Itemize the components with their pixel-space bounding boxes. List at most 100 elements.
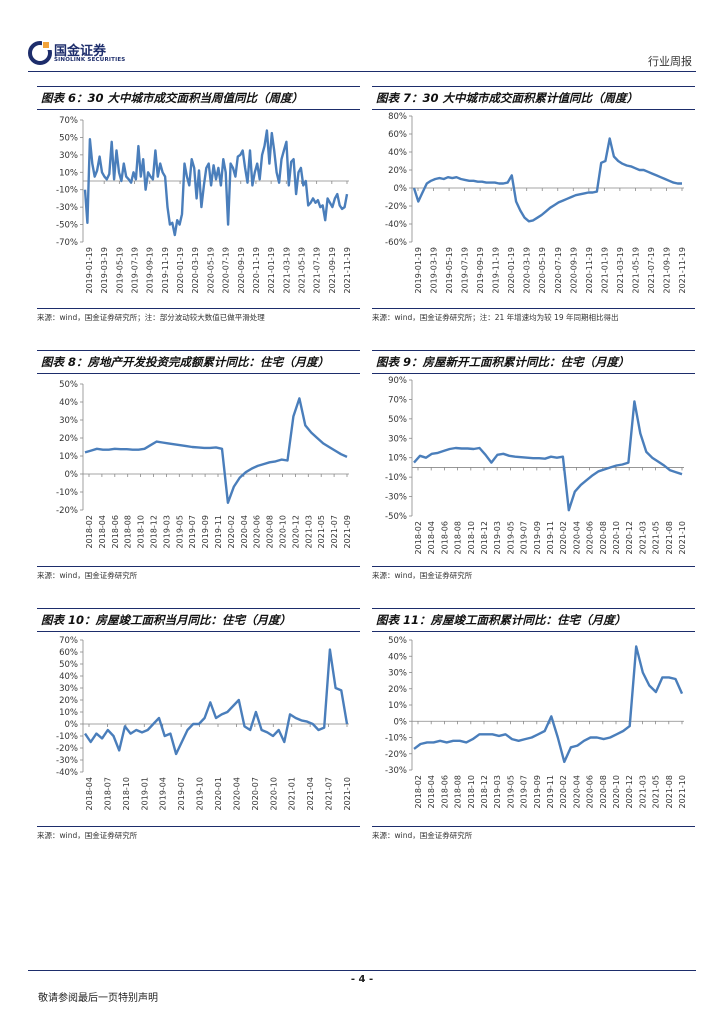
x-tick-label: 2021-09-19: [328, 247, 337, 294]
x-tick-label: 2019-11: [214, 515, 223, 548]
x-tick-label: 2019-07-19: [461, 247, 470, 294]
x-tick-label: 2018-07: [103, 777, 112, 810]
x-tick-label: 2021-05: [317, 515, 326, 548]
page-number: - 4 -: [350, 974, 374, 985]
x-tick-label: 2018-08: [124, 515, 133, 548]
y-tick-label: 30%: [59, 151, 78, 161]
x-tick-label: 2019-01: [140, 777, 149, 810]
x-tick-label: 2021-01-19: [600, 247, 609, 294]
x-tick-label: 2020-08: [266, 515, 275, 548]
y-tick-label: 40%: [388, 652, 407, 662]
x-tick-label: 2019-11-19: [492, 247, 501, 294]
x-tick-label: 2020-04: [232, 777, 241, 810]
x-tick-label: 2021-04: [306, 777, 315, 810]
x-tick-label: 2020-07: [251, 777, 260, 810]
y-tick-label: 0%: [65, 470, 79, 480]
x-tick-label: 2019-03: [162, 515, 171, 548]
x-tick-label: 2019-07-19: [131, 247, 140, 294]
y-tick-label: 50%: [388, 636, 407, 646]
series-line: [412, 137, 682, 223]
x-tick-label: 2020-10: [612, 521, 621, 554]
logo-mark-icon: [28, 40, 52, 65]
x-tick-label: 2018-08: [454, 521, 463, 554]
y-tick-label: 40%: [59, 398, 78, 408]
x-tick-label: 2019-07: [177, 777, 186, 810]
y-tick-label: 50%: [59, 380, 78, 390]
x-tick-label: 2021-03: [638, 775, 647, 808]
y-tick-label: -20%: [385, 750, 407, 760]
y-tick-label: -40%: [56, 768, 78, 778]
x-tick-label: 2020-01-19: [176, 247, 185, 294]
x-tick-label: 2021-07: [330, 515, 339, 548]
x-tick-label: 2021-07: [325, 777, 334, 810]
x-tick-label: 2020-11-19: [252, 247, 261, 294]
x-tick-label: 2018-12: [150, 515, 159, 548]
x-tick-label: 2020-02: [559, 775, 568, 808]
disclaimer: 敬请参阅最后一页特别声明: [38, 993, 158, 1004]
y-tick-label: 70%: [59, 636, 78, 646]
y-tick-label: -10%: [385, 734, 407, 744]
x-tick-label: 2019-09: [533, 521, 542, 554]
x-tick-label: 2021-05: [652, 521, 661, 554]
x-tick-label: 2020-06: [253, 515, 262, 548]
y-tick-label: 30%: [388, 434, 407, 444]
y-tick-label: 60%: [59, 648, 78, 658]
x-tick-label: 2018-10: [122, 777, 131, 810]
figure-6-title: 图表 6：30 大中城市成交面积当周值同比（周度）: [41, 91, 304, 105]
x-tick-label: 2019-03-19: [100, 247, 109, 294]
x-tick-label: 2019-11-19: [161, 247, 170, 294]
y-tick-label: 50%: [59, 133, 78, 143]
x-tick-label: 2020-12: [625, 521, 634, 554]
x-tick-label: 2021-11-19: [678, 247, 687, 294]
y-tick-label: 40%: [59, 672, 78, 682]
x-tick-label: 2020-05-19: [206, 247, 215, 294]
x-tick-label: 2020-08: [599, 521, 608, 554]
x-tick-label: 2020-06: [586, 521, 595, 554]
x-tick-label: 2021-10: [343, 777, 352, 810]
series-line: [84, 397, 348, 504]
x-tick-label: 2019-05-19: [445, 247, 454, 294]
y-tick-label: 60%: [388, 130, 407, 140]
y-tick-label: -30%: [385, 493, 407, 503]
figure-10-title: 图表 10：房屋竣工面积当月同比：住宅（月度）: [41, 613, 292, 627]
series-line: [83, 129, 349, 237]
x-tick-label: 2018-02: [85, 515, 94, 548]
report-type: 行业周报: [648, 55, 692, 68]
y-tick-label: -30%: [56, 203, 78, 213]
x-tick-label: 2020-09-19: [237, 247, 246, 294]
x-tick-label: 2019-05: [175, 515, 184, 548]
figure-7-source: 来源：wind，国金证券研究所；注：21 年增速均为较 19 年同期相比得出: [372, 308, 695, 323]
y-tick-label: 0%: [394, 717, 408, 727]
x-tick-label: 2018-02: [414, 775, 423, 808]
y-tick-label: 50%: [59, 660, 78, 670]
x-tick-label: 2019-03: [493, 775, 502, 808]
y-tick-label: 40%: [388, 148, 407, 158]
company-logo: 国金证券 SINOLINK SECURITIES: [28, 38, 158, 68]
series-line: [413, 400, 683, 512]
figure-6-source: 来源：wind，国金证券研究所；注：部分波动较大数值已做平滑处理: [37, 308, 360, 323]
y-tick-label: 20%: [388, 166, 407, 176]
figure-8-source: 来源：wind，国金证券研究所: [37, 566, 360, 581]
company-name-cn: 国金证券: [54, 44, 107, 59]
x-tick-label: 2018-08: [454, 775, 463, 808]
figure-11-title: 图表 11：房屋竣工面积累计同比：住宅（月度）: [376, 613, 627, 627]
company-name-en: SINOLINK SECURITIES: [54, 57, 126, 63]
y-tick-label: 10%: [59, 452, 78, 462]
x-tick-label: 2020-05-19: [538, 247, 547, 294]
y-tick-label: 10%: [59, 708, 78, 718]
x-tick-label: 2021-05-19: [631, 247, 640, 294]
x-tick-label: 2020-12: [291, 515, 300, 548]
x-tick-label: 2021-03: [638, 521, 647, 554]
footer-divider: [28, 970, 696, 971]
x-tick-label: 2020-09-19: [569, 247, 578, 294]
y-tick-label: -30%: [56, 756, 78, 766]
y-tick-label: 0%: [65, 720, 79, 730]
x-tick-label: 2018-10: [467, 775, 476, 808]
figure-title: 图表 6：30 大中城市成交面积当周值同比（周度）: [37, 86, 360, 110]
x-tick-label: 2019-01-19: [85, 247, 94, 294]
x-tick-label: 2021-03: [304, 515, 313, 548]
x-tick-label: 2020-03-19: [523, 247, 532, 294]
figure-9-title: 图表 9：房屋新开工面积累计同比：住宅（月度）: [376, 355, 630, 369]
y-tick-label: -10%: [56, 488, 78, 498]
x-tick-label: 2019-03: [493, 521, 502, 554]
